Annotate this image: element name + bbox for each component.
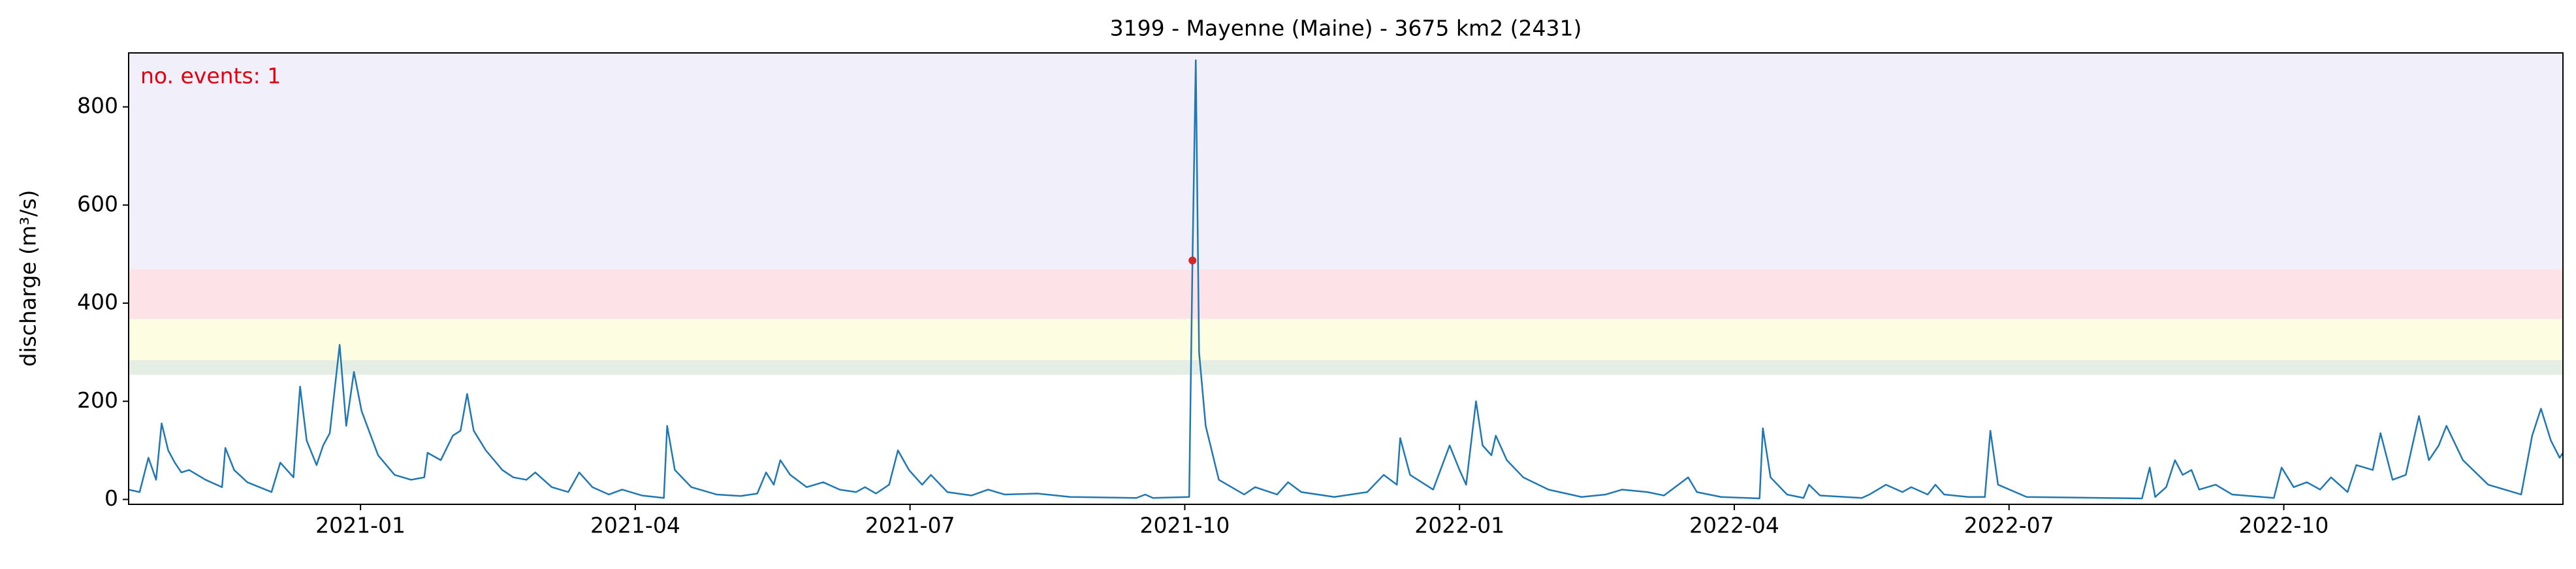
x-tick-label: 2022-07 xyxy=(1964,513,2054,538)
x-tick-label: 2021-01 xyxy=(315,513,405,538)
y-axis-label: discharge (m³/s) xyxy=(16,190,41,367)
event-count: no. events: 1 xyxy=(140,63,281,89)
y-tick-label: 800 xyxy=(77,93,118,118)
plot-frame xyxy=(128,52,2564,505)
x-tick-label: 2021-10 xyxy=(1139,513,1230,538)
y-tick-label: 600 xyxy=(77,191,118,216)
event-point xyxy=(1188,256,1197,265)
chart-title: 3199 - Mayenne (Maine) - 3675 km2 (2431) xyxy=(1110,16,1582,41)
threshold-band xyxy=(129,360,2563,375)
x-tick-label: 2021-07 xyxy=(865,513,955,538)
y-tick-label: 0 xyxy=(104,485,118,511)
x-tick-label: 2022-01 xyxy=(1414,513,1504,538)
y-tick-label: 400 xyxy=(77,289,118,315)
threshold-band xyxy=(129,53,2563,270)
threshold-band xyxy=(129,269,2563,319)
threshold-band xyxy=(129,319,2563,361)
x-tick-label: 2021-04 xyxy=(590,513,680,538)
x-tick-label: 2022-10 xyxy=(2239,513,2329,538)
x-tick-label: 2022-04 xyxy=(1689,513,1779,538)
discharge-line xyxy=(128,59,2564,500)
y-tick-label: 200 xyxy=(77,387,118,413)
